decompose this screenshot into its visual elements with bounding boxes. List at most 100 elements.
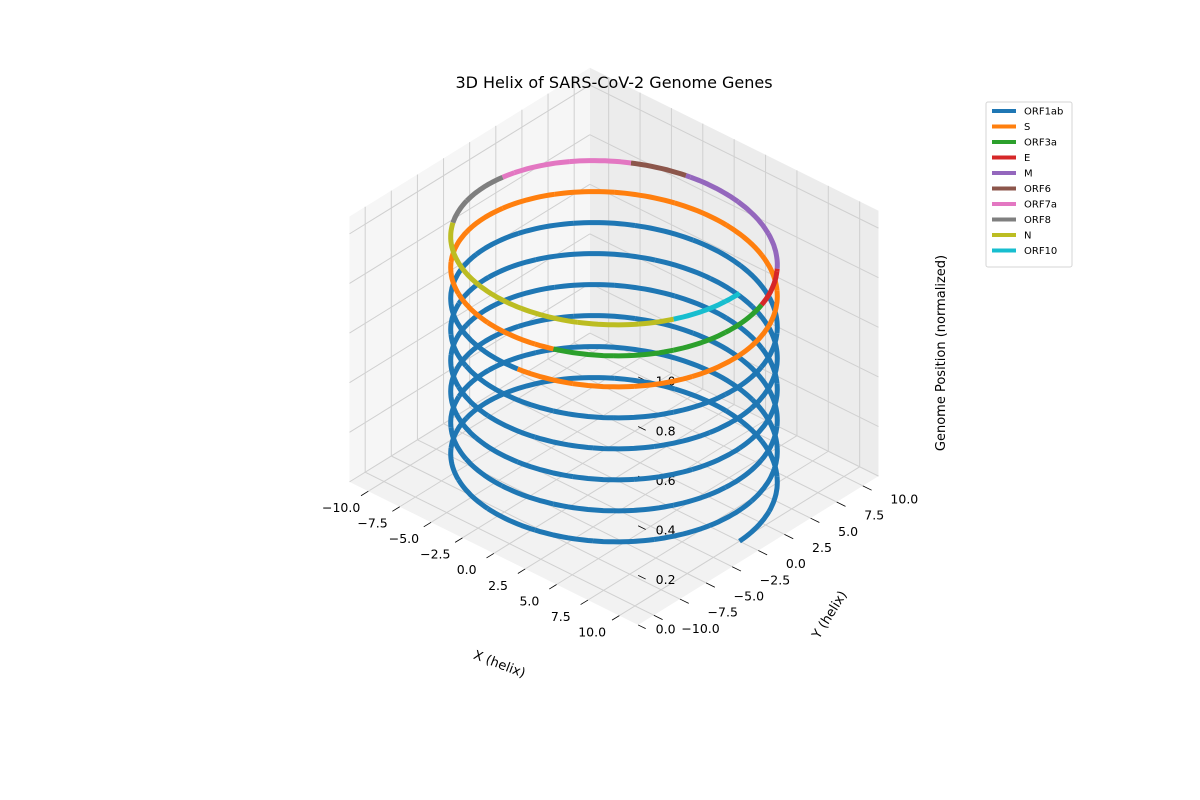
y-tick-label: 10.0 [890, 492, 918, 507]
z-tick-label: 0.8 [656, 423, 676, 438]
helix-segment-s [464, 206, 504, 234]
helix-segment-orf1ab [500, 390, 555, 414]
helix-segment-orf1ab [654, 257, 712, 281]
helix-segment-orf1ab [572, 474, 635, 483]
helix-segment-s [738, 323, 772, 358]
helix-segment-m [685, 173, 692, 180]
helix-segment-orf1ab [464, 457, 503, 488]
helix-segment-orf1ab [594, 251, 656, 263]
y-tick-mark [679, 598, 689, 604]
helix-segment-orf1ab [534, 527, 594, 544]
legend-label: ORF8 [1024, 215, 1051, 226]
helix-segment-orf1ab [474, 342, 519, 372]
helix-segment-orf3a [673, 330, 727, 353]
left-grid-z [349, 134, 591, 284]
helix-segment-orf1ab [451, 313, 478, 347]
helix-segment-orf8 [464, 175, 504, 203]
floor-grid-y [547, 358, 837, 503]
helix-segment-orf7a [501, 170, 516, 180]
helix-segment-orf1ab [517, 220, 575, 236]
helix-segment-s [572, 381, 635, 390]
helix-segment-orf1ab [613, 502, 675, 514]
helix-segment-orf1ab [573, 313, 636, 321]
legend-label: M [1024, 169, 1033, 180]
helix-segment-orf1ab [474, 324, 520, 350]
helix-segment-orf1ab [456, 478, 490, 511]
x-tick-label: 7.5 [551, 609, 571, 624]
helix-segment-orf1ab [487, 350, 537, 373]
helix-segment-orf1ab [594, 344, 656, 356]
y-tick-label: 0.0 [786, 556, 806, 571]
helix-segment-n [638, 316, 675, 327]
helix-segment-orf7a [569, 158, 632, 166]
helix-segment-orf1ab [464, 392, 504, 420]
helix-segment-s [633, 374, 693, 389]
helix-segment-orf6 [630, 160, 687, 178]
helix-segment-e [759, 271, 780, 307]
helix-segment-orf3a [552, 346, 614, 359]
helix-segment-s [486, 320, 536, 347]
helix-segment-s [456, 292, 490, 325]
helix-segment-orf10 [673, 299, 727, 322]
x-tick-label: −2.5 [420, 547, 450, 562]
y-axis-label: Y (helix) [809, 589, 851, 643]
helix-segment-orf7a [513, 159, 570, 176]
helix-segment-orf1ab [653, 523, 711, 542]
helix-segment-orf1ab [474, 231, 520, 257]
back-grid-z [589, 84, 879, 229]
helix-segment-orf1ab [654, 350, 712, 374]
helix-segment-s [448, 230, 469, 263]
y-tick-label: −7.5 [708, 605, 738, 620]
helix-segment-orf1ab [592, 537, 655, 545]
x-tick-mark [454, 537, 463, 543]
helix-segment-n [448, 222, 457, 256]
x-tick-mark [549, 584, 557, 590]
helix-segment-orf1ab [592, 444, 655, 452]
y-tick-label: 7.5 [864, 508, 884, 523]
x-tick-mark [580, 599, 589, 605]
helix-segment-s [534, 341, 555, 352]
y-tick-label: −10.0 [681, 621, 719, 636]
x-tick-label: 0.0 [457, 562, 477, 577]
helix-segment-orf1ab [738, 416, 772, 451]
helix-segment-orf1ab [535, 344, 594, 356]
legend-label: ORF1ab [1024, 107, 1063, 118]
helix-segment-orf8 [450, 199, 469, 224]
legend-label: N [1024, 231, 1031, 242]
helix-segment-s [766, 290, 780, 327]
helix-segment-n [476, 282, 523, 311]
helix-segment-orf1ab [691, 446, 741, 472]
helix-segment-orf1ab [708, 406, 754, 435]
helix-segment-orf1ab [448, 395, 461, 428]
x-tick-mark [423, 521, 432, 528]
helix-segment-orf1ab [673, 293, 728, 321]
helix-segment-orf1ab [749, 468, 777, 503]
helix-segment-orf1ab [766, 476, 780, 513]
helix-segment-orf1ab [448, 447, 461, 482]
helix-segment-orf1ab [517, 313, 575, 329]
helix-segment-orf1ab [535, 251, 594, 263]
helix-segment-orf1ab [709, 276, 754, 309]
helix-segment-orf1ab [653, 430, 711, 449]
helix-segment-orf1ab [724, 458, 764, 490]
helix-segment-orf1ab [501, 377, 555, 397]
axis-ticks: −10.0−7.5−5.0−2.50.02.55.07.510.0 −10.0−7… [322, 374, 918, 640]
z-tick-mark [637, 525, 646, 530]
z-axis-label: Genome Position (normalized) [934, 255, 949, 451]
back-grid-z [589, 183, 879, 328]
helix-segment-orf1ab [759, 332, 780, 369]
helix-segment-s [724, 222, 764, 257]
helix-segment-orf1ab [738, 263, 772, 299]
x-tick-label: 10.0 [578, 624, 606, 639]
x-tick-mark [360, 490, 369, 497]
helix-segment-orf1ab [738, 509, 772, 544]
helix-segment-orf1ab [451, 406, 478, 440]
legend-label: S [1024, 122, 1030, 133]
y-tick-label: −5.0 [734, 589, 764, 604]
helix-segment-orf1ab [614, 282, 676, 299]
floor-grid-x [556, 435, 798, 585]
helix-segment-n [577, 319, 640, 328]
helix-segment-orf1ab [554, 282, 615, 290]
helix-segment-m [766, 232, 780, 269]
legend-label: ORF6 [1024, 184, 1051, 195]
